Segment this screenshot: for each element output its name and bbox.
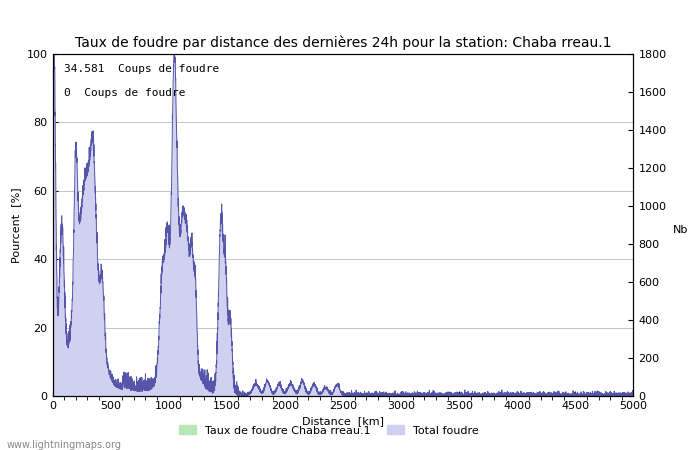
X-axis label: Distance  [km]: Distance [km] (302, 416, 384, 427)
Title: Taux de foudre par distance des dernières 24h pour la station: Chaba rreau.1: Taux de foudre par distance des dernière… (75, 36, 611, 50)
Text: 0  Coups de foudre: 0 Coups de foudre (64, 88, 186, 98)
Text: 34.581  Coups de foudre: 34.581 Coups de foudre (64, 64, 219, 74)
Text: www.lightningmaps.org: www.lightningmaps.org (7, 440, 122, 450)
Legend: Taux de foudre Chaba rreau.1, Total foudre: Taux de foudre Chaba rreau.1, Total foud… (175, 421, 483, 440)
Y-axis label: Nb: Nb (673, 225, 688, 235)
Y-axis label: Pourcent  [%]: Pourcent [%] (11, 187, 21, 263)
